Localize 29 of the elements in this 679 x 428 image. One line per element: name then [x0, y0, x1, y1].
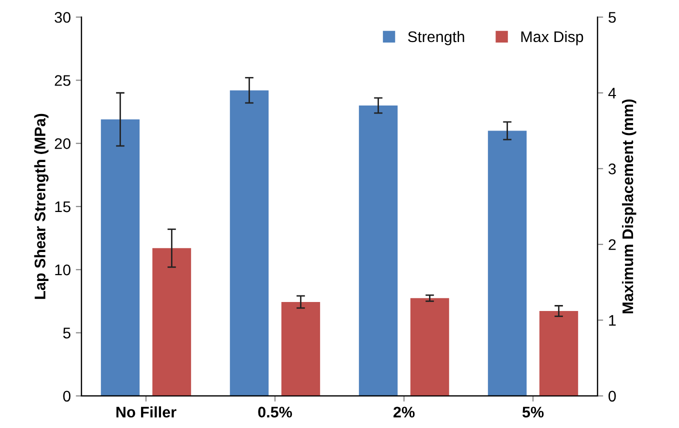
- x-tick-label: 0.5%: [258, 406, 292, 418]
- legend-label: Max Disp: [521, 30, 584, 46]
- y-tick-label: 0: [63, 390, 70, 402]
- bar: [410, 298, 450, 396]
- y-axis-title: Lap Shear Strength (MPa): [34, 114, 49, 299]
- x-tick-label: 2%: [393, 406, 415, 418]
- bar: [100, 119, 140, 396]
- bar: [539, 311, 578, 396]
- y2-tick-label: 4: [608, 88, 616, 98]
- bar: [358, 106, 398, 396]
- bar: [152, 248, 192, 396]
- y2-axis-title: Maximum Displacement (mm): [622, 99, 636, 314]
- y-tick-label: 25: [54, 75, 70, 86]
- y-tick-label: 30: [54, 12, 70, 23]
- y-tick-label: 20: [54, 138, 70, 150]
- y2-tick-label: 3: [608, 164, 616, 174]
- y-tick-label: 10: [55, 264, 70, 276]
- bar: [488, 130, 527, 396]
- x-tick-label: No Filler: [116, 406, 176, 418]
- legend-label: Strength: [408, 30, 464, 46]
- y2-tick-label: 5: [608, 12, 616, 23]
- y-tick-label: 5: [63, 328, 70, 338]
- y2-tick-label: 2: [608, 239, 616, 250]
- y2-tick-label: 0: [608, 390, 616, 402]
- y2-tick-label: 1: [609, 315, 616, 326]
- bar: [230, 90, 269, 396]
- bar: [281, 302, 320, 396]
- x-tick-label: 5%: [522, 406, 544, 418]
- y-tick-label: 15: [55, 202, 70, 212]
